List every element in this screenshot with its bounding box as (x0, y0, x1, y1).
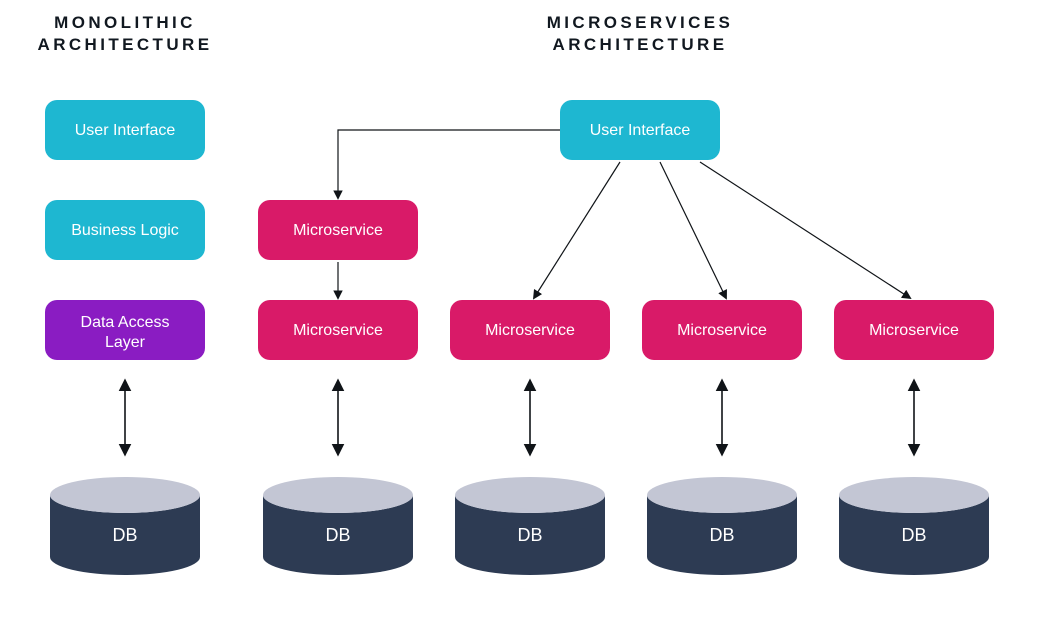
node-label: Data Access (81, 314, 170, 331)
node-box: Microservice (834, 300, 994, 360)
node-box: User Interface (560, 100, 720, 160)
node-label: User Interface (75, 122, 176, 139)
node-label: User Interface (590, 122, 691, 139)
section-title: ARCHITECTURE (38, 35, 213, 54)
database-label: DB (112, 525, 137, 545)
node-label: Microservice (677, 322, 767, 339)
node-box: Microservice (258, 300, 418, 360)
node-label: Microservice (869, 322, 959, 339)
node-box: Microservice (450, 300, 610, 360)
database-icon: DB (263, 477, 413, 575)
node-box: Microservice (642, 300, 802, 360)
database-icon: DB (50, 477, 200, 575)
database-label: DB (517, 525, 542, 545)
node-box: Data Access Layer (45, 300, 205, 360)
node-box: Microservice (258, 200, 418, 260)
section-title: MICROSERVICES (547, 13, 734, 32)
database-icon: DB (839, 477, 989, 575)
node-box: User Interface (45, 100, 205, 160)
arrow-icon (338, 130, 560, 198)
database-label: DB (325, 525, 350, 545)
section-title: MONOLITHIC (54, 13, 196, 32)
arrow-icon (700, 162, 910, 298)
database-label: DB (901, 525, 926, 545)
arrow-icon (660, 162, 726, 298)
node-label: Layer (105, 334, 146, 351)
section-title: ARCHITECTURE (553, 35, 728, 54)
node-label: Microservice (485, 322, 575, 339)
database-icon: DB (455, 477, 605, 575)
node-label: Business Logic (71, 222, 179, 239)
node-label: Microservice (293, 322, 383, 339)
architecture-diagram: MONOLITHIC ARCHITECTURE MICROSERVICES ARCHI… (0, 0, 1050, 625)
node-label: Microservice (293, 222, 383, 239)
database-label: DB (709, 525, 734, 545)
node-box: Business Logic (45, 200, 205, 260)
database-icon: DB (647, 477, 797, 575)
arrow-icon (534, 162, 620, 298)
